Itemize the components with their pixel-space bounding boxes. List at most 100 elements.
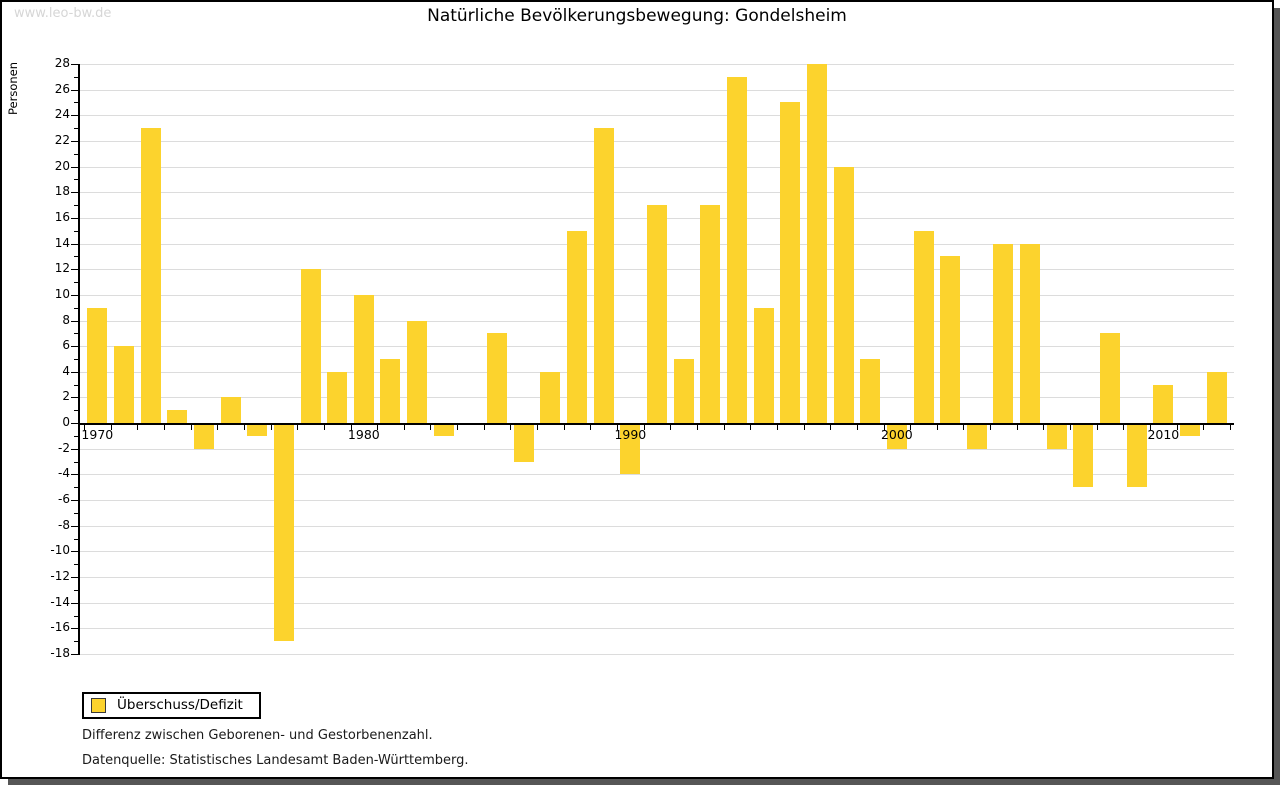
y-axis-label: 18 [54,184,70,199]
bar-1983 [433,423,454,436]
bar-2006 [1046,423,1067,449]
bar-1977 [273,423,294,642]
y-axis-label: 16 [54,209,70,224]
gridline [80,192,1234,194]
y-axis-tick [74,128,78,130]
y-axis-label: 22 [54,132,70,147]
gridline [80,654,1234,655]
x-axis-tick [1176,425,1178,431]
y-axis-line [78,64,80,655]
bar-1987 [540,371,561,424]
gridline [80,551,1234,553]
y-axis-tick [74,256,78,258]
bar-1999 [860,359,881,424]
x-axis-tick [590,425,592,431]
y-axis-tick [74,564,78,566]
y-axis-label: 28 [54,56,70,70]
y-axis-tick [74,615,78,617]
x-axis-label: 2000 [880,427,913,443]
y-axis-tick [74,76,78,78]
y-axis-tick [71,140,78,142]
y-axis-label: 2 [62,389,70,404]
bar-2011 [1180,423,1201,436]
x-axis-tick [1070,425,1072,431]
bar-1971 [113,346,134,424]
x-axis-tick [1230,425,1231,431]
x-axis-tick [377,425,379,431]
y-axis-tick [74,512,78,514]
bar-1990 [620,423,641,475]
x-axis-label: 1990 [614,427,647,443]
bar-1993 [700,205,721,424]
x-axis-tick [483,425,485,431]
x-axis-tick [190,425,192,431]
y-axis-tick [71,448,78,450]
gridline [80,140,1234,142]
y-axis-label: -18 [50,646,70,660]
bar-1995 [753,307,774,424]
x-axis-tick [537,425,539,431]
x-axis-tick [1150,425,1152,431]
gridline [80,474,1234,476]
y-axis-label: -10 [50,543,70,558]
x-axis-tick [1043,425,1045,431]
y-axis-label: -6 [58,492,70,507]
x-axis-tick [830,425,832,431]
x-axis-tick [856,425,858,431]
gridline [80,166,1234,168]
x-axis-tick [563,425,565,431]
footnote-source: Datenquelle: Statistisches Landesamt Bad… [82,753,469,768]
y-axis-tick [74,641,78,643]
y-axis-label: 6 [62,338,70,353]
bar-1979 [327,371,348,424]
bar-1975 [220,397,241,424]
bar-2004 [993,243,1014,424]
x-axis-line [80,423,1234,426]
y-axis-label: -8 [58,517,70,532]
y-axis-label: 26 [54,81,70,96]
y-axis-label: -4 [58,466,70,481]
y-axis-tick [71,602,78,604]
watermark: www.leo-bw.de [14,6,112,21]
y-axis-tick [71,243,78,245]
y-axis-tick [71,64,78,65]
x-axis-tick [910,425,912,431]
bar-1973 [167,410,188,424]
x-axis-tick [696,425,698,431]
y-axis-label: 24 [54,107,70,122]
bar-2012 [1206,371,1227,424]
gridline [80,602,1234,604]
y-axis-tick [74,179,78,181]
y-axis-label: 10 [54,286,70,301]
y-axis-tick [74,359,78,360]
y-axis-label: -14 [50,594,70,609]
x-axis-tick [510,425,512,431]
legend-swatch-icon [91,697,106,713]
bar-2001 [913,230,934,424]
y-axis-tick [71,577,78,579]
x-axis-tick [84,425,85,431]
bar-1970 [87,307,108,424]
legend-label: Überschuss/Defizit [117,697,243,713]
x-axis-tick [350,425,352,431]
gridline [80,500,1234,502]
bar-1980 [353,294,374,424]
x-axis-tick [723,425,725,431]
y-axis-tick [71,115,78,117]
bar-1972 [140,128,161,424]
bar-2007 [1073,423,1094,488]
x-axis-tick [323,425,325,431]
y-axis-tick [71,551,78,553]
y-axis-tick [74,282,78,284]
bar-1998 [833,166,854,424]
x-axis-tick [990,425,992,431]
bar-2005 [1020,243,1041,424]
y-axis-label: -12 [50,569,70,584]
y-axis-tick [74,435,78,437]
x-axis-tick [297,425,299,431]
x-axis-tick [963,425,965,431]
y-axis-tick [71,346,78,348]
y-axis-label: 0 [62,415,70,430]
x-axis-tick [1016,425,1018,431]
bar-2000 [886,423,907,449]
